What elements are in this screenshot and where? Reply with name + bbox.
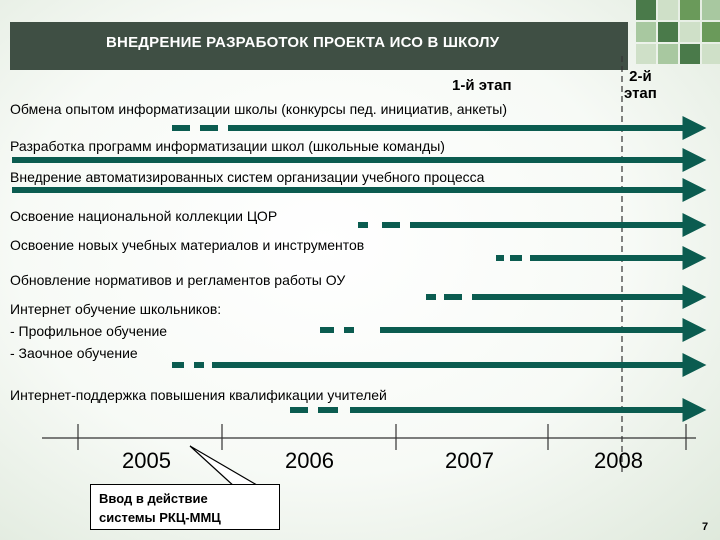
task-label-6: Обновление нормативов и регламентов рабо…: [10, 272, 346, 288]
stage-2-label: 2-й этап: [624, 68, 657, 102]
title-bar: ВНЕДРЕНИЕ РАЗРАБОТОК ПРОЕКТА ИСО В ШКОЛУ: [10, 22, 628, 70]
task-label-2: Разработка программ информатизации школ …: [10, 138, 445, 154]
stage-2-label-line1: 2-й: [629, 68, 652, 85]
task-label-3: Внедрение автоматизированных систем орга…: [10, 169, 485, 185]
year-label-2008: 2008: [594, 448, 643, 473]
task-arrow-6: [426, 285, 707, 309]
task-label-7: Интернет обучение школьников:: [10, 301, 222, 317]
task-label-1: Обмена опытом информатизации школы (конк…: [10, 101, 507, 117]
stage-2-label-line2: этап: [624, 85, 657, 102]
year-label-2006: 2006: [285, 448, 334, 473]
task-label-8: Интернет-поддержка повышения квалификаци…: [10, 387, 387, 403]
task-arrow-7: [320, 318, 707, 342]
task-label-7-sub1: - Профильное обучение: [10, 323, 168, 339]
callout-box: Ввод в действие системы РКЦ-ММЦ: [90, 484, 280, 530]
year-label-2005: 2005: [122, 448, 171, 473]
decorative-grid: [636, 0, 720, 64]
callout-line2: системы РКЦ-ММЦ: [99, 510, 221, 525]
stage-1-label: 1-й этап: [452, 77, 512, 94]
task-arrow-1: [172, 116, 707, 140]
task-label-4: Освоение национальной коллекции ЦОР: [10, 208, 278, 224]
callout-line1: Ввод в действие: [99, 491, 208, 506]
callout-pointer: [189, 445, 265, 489]
task-arrow-8: [172, 353, 707, 377]
task-arrow-5: [496, 246, 707, 270]
task-arrow-4: [358, 213, 707, 237]
task-arrow-9: [290, 398, 707, 422]
task-label-5: Освоение новых учебных материалов и инст…: [10, 237, 365, 253]
task-label-7-sub2: - Заочное обучение: [10, 345, 138, 361]
slide-title: ВНЕДРЕНИЕ РАЗРАБОТОК ПРОЕКТА ИСО В ШКОЛУ: [106, 34, 500, 51]
page-number: 7: [702, 521, 709, 533]
year-label-2007: 2007: [445, 448, 494, 473]
time-axis: [42, 424, 696, 450]
